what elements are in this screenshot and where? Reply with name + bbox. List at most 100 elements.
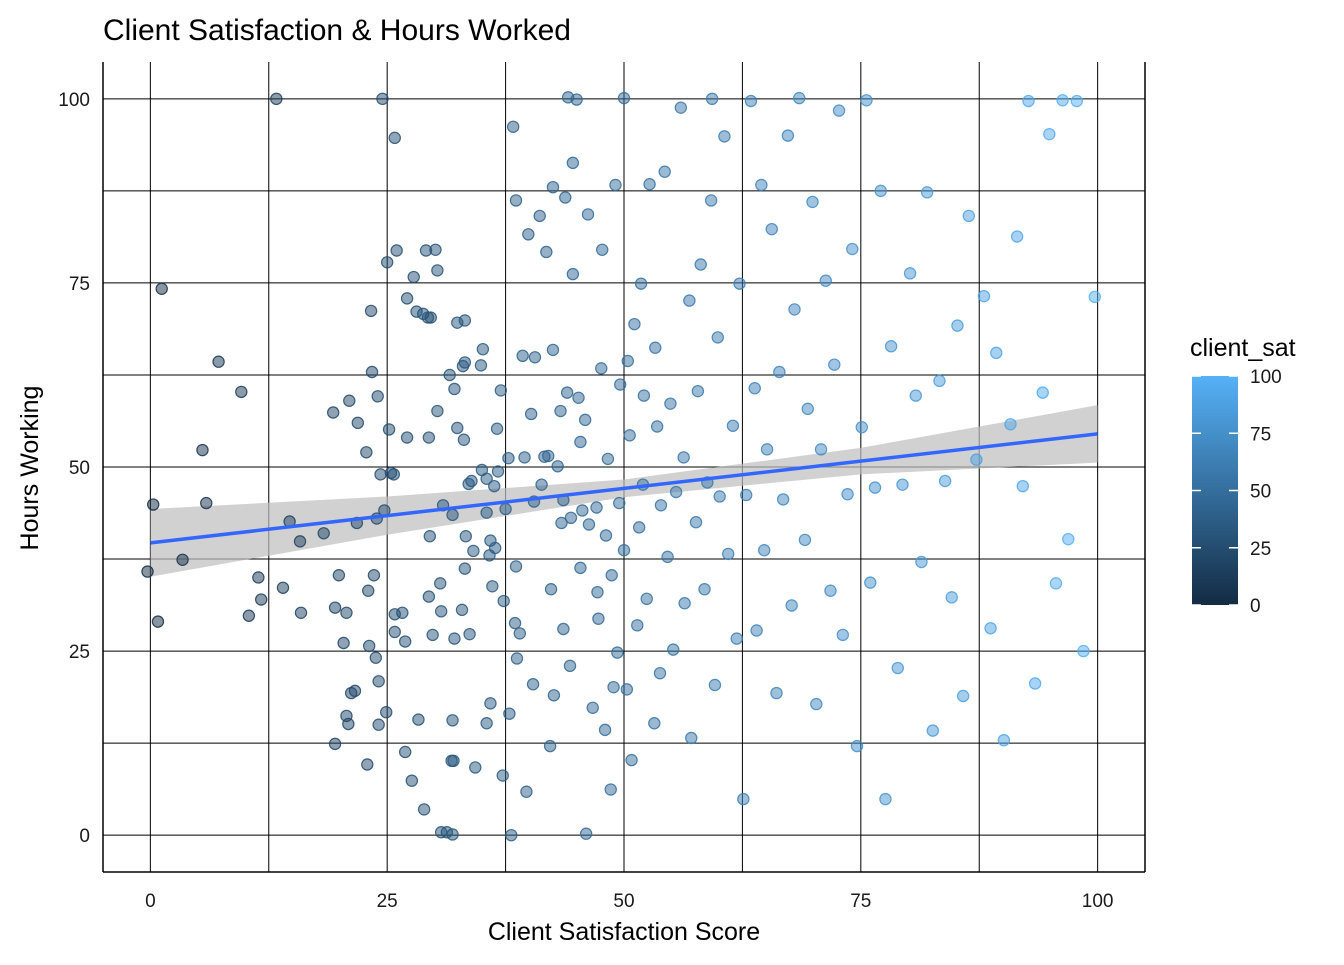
colorbar-tick-label: 50 <box>1250 482 1271 503</box>
data-point <box>576 504 589 517</box>
data-point <box>317 527 330 540</box>
data-point <box>868 481 882 494</box>
axes <box>102 62 1146 873</box>
data-point <box>434 577 447 590</box>
data-point <box>661 550 674 564</box>
data-point <box>977 289 991 303</box>
ci-band <box>150 405 1098 577</box>
data-point <box>945 591 958 604</box>
x-tick-label: 0 <box>145 891 156 912</box>
data-point <box>650 420 664 433</box>
x-tick-labels: 0 25 50 75 100 <box>145 891 1113 912</box>
data-point <box>200 496 213 510</box>
y-tick-label: 0 <box>79 826 90 847</box>
data-point <box>141 565 154 578</box>
y-tick-labels: 0 25 50 75 100 <box>58 90 90 847</box>
data-point <box>424 311 437 324</box>
chart-title: Client Satisfaction & Hours Worked <box>103 14 571 47</box>
data-point <box>400 431 414 444</box>
y-tick-label: 75 <box>69 274 90 295</box>
data-point <box>212 355 225 368</box>
data-point <box>705 92 719 106</box>
data-point <box>560 386 574 399</box>
data-point <box>252 571 265 584</box>
data-point <box>422 431 436 444</box>
data-point <box>151 615 165 628</box>
data-point <box>480 472 493 485</box>
data-point <box>599 529 613 542</box>
data-point <box>781 129 795 142</box>
data-point <box>793 91 806 105</box>
data-point <box>1010 230 1024 243</box>
data-point <box>628 317 641 331</box>
data-point <box>814 443 828 456</box>
data-point <box>669 485 683 499</box>
data-point <box>773 365 786 379</box>
data-point <box>176 553 189 566</box>
data-point <box>235 385 248 399</box>
data-point <box>654 499 668 512</box>
data-point <box>398 745 412 759</box>
data-point <box>730 632 743 645</box>
data-point <box>726 419 740 432</box>
data-point <box>340 606 353 620</box>
x-tick-label: 50 <box>613 891 634 912</box>
data-point <box>486 580 499 593</box>
data-point <box>505 828 518 842</box>
data-point <box>484 697 497 710</box>
data-point <box>502 451 515 465</box>
data-point <box>254 593 268 606</box>
data-point <box>429 243 442 256</box>
data-point <box>581 208 595 221</box>
data-point <box>611 646 624 659</box>
data-point <box>926 724 940 737</box>
data-point <box>469 761 482 774</box>
data-point <box>810 697 823 711</box>
data-point <box>713 490 726 503</box>
data-point <box>938 474 952 488</box>
data-point <box>614 378 627 391</box>
data-point <box>388 625 401 639</box>
data-point <box>326 406 340 419</box>
x-tick-label: 75 <box>850 891 871 912</box>
data-point <box>572 391 585 404</box>
data-point <box>400 292 414 305</box>
y-axis-label: Hours Working <box>16 386 44 551</box>
data-point <box>643 178 656 191</box>
data-point <box>1062 532 1075 546</box>
data-point <box>884 340 898 353</box>
data-point <box>667 643 680 656</box>
data-point <box>557 622 570 636</box>
data-point <box>524 407 538 421</box>
data-point <box>601 452 615 466</box>
data-point <box>362 639 376 653</box>
data-point <box>555 516 568 530</box>
data-point <box>467 544 480 558</box>
data-point <box>434 605 448 618</box>
data-point <box>819 274 832 287</box>
data-point <box>776 493 790 506</box>
data-point <box>457 433 471 446</box>
data-point <box>371 390 384 403</box>
data-point <box>364 304 378 318</box>
data-point <box>744 94 758 108</box>
data-point <box>733 277 746 290</box>
data-point <box>694 258 707 271</box>
data-point <box>417 803 431 816</box>
data-point <box>564 511 578 525</box>
data-point <box>328 601 342 614</box>
data-point <box>543 739 557 753</box>
data-point <box>448 382 461 396</box>
data-point <box>691 384 705 398</box>
data-point <box>962 209 976 223</box>
data-point <box>554 404 567 418</box>
data-point <box>499 502 512 516</box>
data-point <box>836 628 850 642</box>
data-point <box>864 576 877 589</box>
data-point <box>748 382 761 395</box>
data-point <box>903 267 917 280</box>
data-point <box>595 362 608 375</box>
data-point <box>480 506 493 519</box>
data-point <box>1077 644 1090 658</box>
data-point <box>458 314 472 327</box>
